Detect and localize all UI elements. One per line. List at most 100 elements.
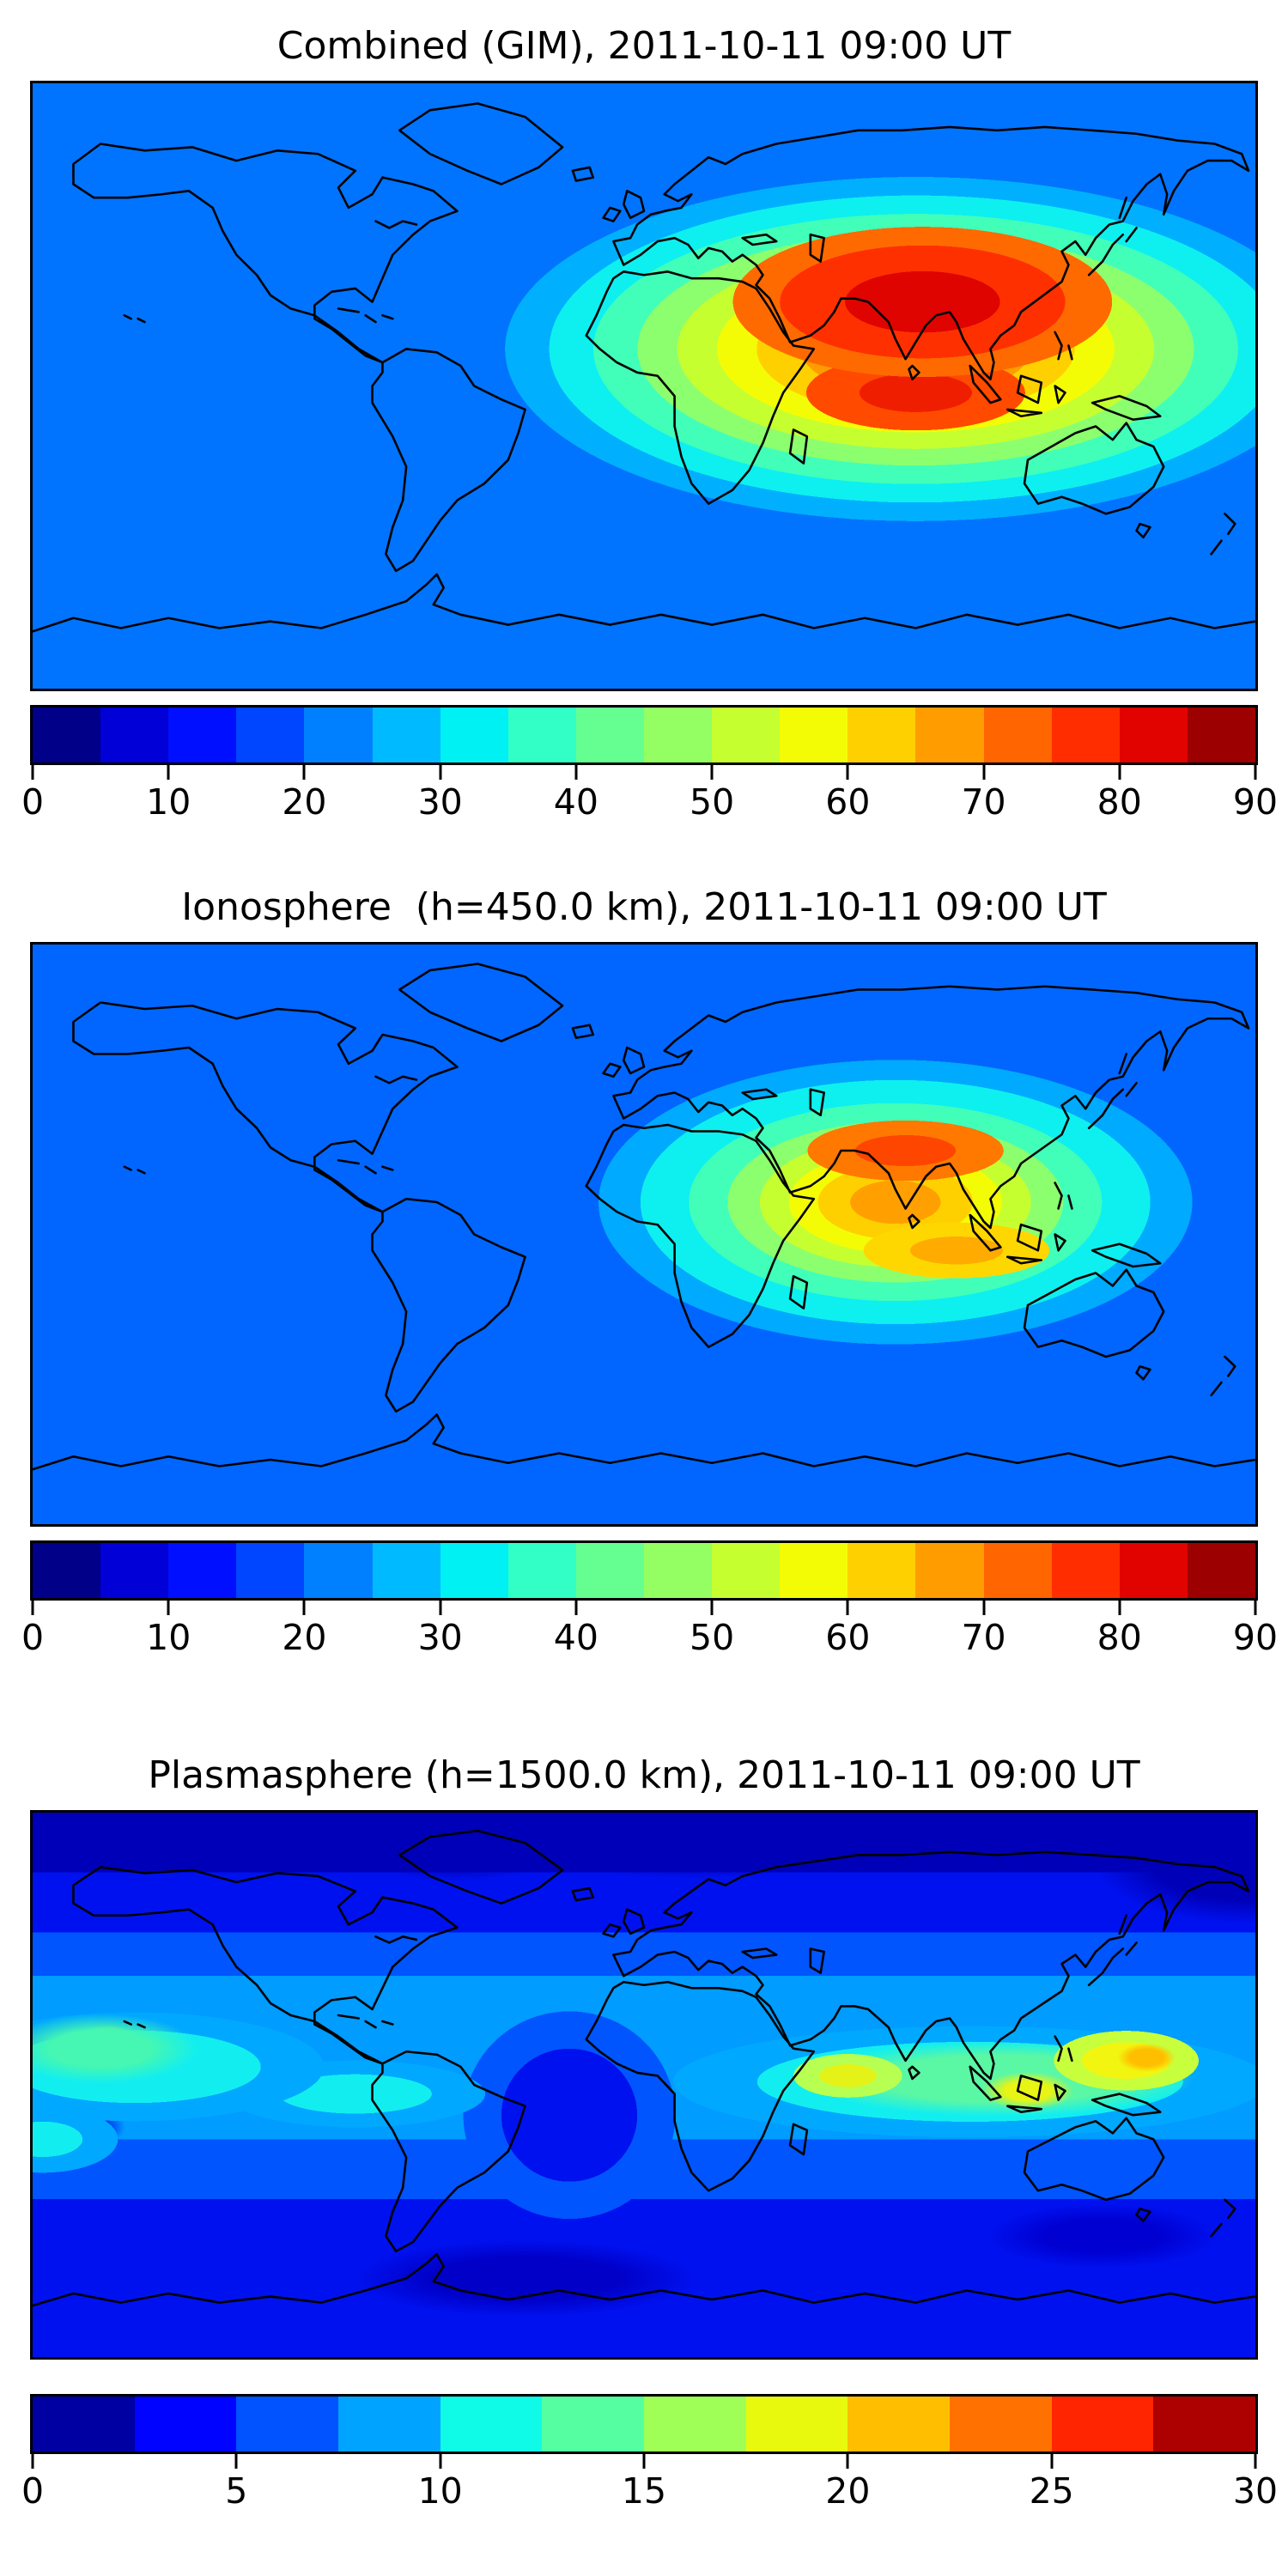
colorbar-segment: [507, 1543, 576, 1598]
colorbar-segment: [780, 1543, 848, 1598]
colorbar-ticks: [31, 2454, 1257, 2470]
colorbar-tick-labels: 0 10 20 30 40 50 60 70 80 90: [21, 1617, 1278, 1659]
colorbar-tick-label: 30: [417, 781, 463, 823]
colorbar-segment: [33, 708, 101, 762]
colorbar-segment: [507, 708, 576, 762]
colorbar-tick: [31, 765, 34, 780]
colorbar-tick: [1254, 1601, 1257, 1615]
map-ionosphere: [30, 942, 1258, 1527]
colorbar-tick: [982, 765, 986, 780]
colorbar-segment: [1153, 2397, 1256, 2451]
colorbar-tick-label: 80: [1097, 781, 1142, 823]
colorbar-tick-label: 50: [690, 781, 735, 823]
panel-combined-gim: Combined (GIM), 2011-10-11 09:00 UT 0 10 2…: [21, 5, 1278, 823]
colorbar-segment: [983, 708, 1052, 762]
colorbar-segment: [1187, 1543, 1255, 1598]
colorbar-segment: [915, 1543, 984, 1598]
colorbar-tick-label: 60: [825, 1617, 871, 1658]
colorbar-tick-label: 80: [1097, 1617, 1142, 1658]
colorbar-gradient: [30, 2394, 1258, 2454]
colorbar-segment: [33, 1543, 101, 1598]
colorbar-tick: [167, 1601, 170, 1615]
colorbar-segment: [236, 1543, 305, 1598]
colorbar-segment: [1051, 2397, 1154, 2451]
colorbar-tick: [1050, 2454, 1054, 2469]
colorbar-segment: [1119, 708, 1188, 762]
colorbar-tick-labels: 0 10 20 30 40 50 60 70 80 90: [21, 781, 1278, 823]
colorbar-tick: [439, 2454, 442, 2469]
colorbar-segment: [1051, 1543, 1120, 1598]
colorbar-tick: [1254, 765, 1257, 780]
colorbar-tick-label: 30: [1232, 2470, 1279, 2512]
colorbar-tick-label: 0: [21, 781, 45, 823]
colorbar-tick-label: 20: [282, 1617, 327, 1658]
colorbar-segment: [100, 708, 169, 762]
colorbar-tick: [31, 1601, 34, 1615]
colorbar-segment: [338, 2397, 440, 2451]
colorbar-segment: [848, 1543, 916, 1598]
colorbar-segment: [440, 1543, 508, 1598]
colorbar-tick: [846, 1601, 849, 1615]
colorbar-tick-label: 5: [225, 2470, 248, 2512]
colorbar-segment: [134, 2397, 237, 2451]
colorbar-segment: [440, 2397, 543, 2451]
colorbar-tick-label: 90: [1232, 781, 1279, 823]
colorbar-segment: [712, 1543, 781, 1598]
colorbar-tick: [1254, 2454, 1257, 2469]
colorbar-segment: [983, 1543, 1052, 1598]
colorbar-segment: [1051, 708, 1120, 762]
colorbar-tick: [167, 765, 170, 780]
colorbar-tick-label: 10: [146, 781, 191, 823]
colorbar-segment: [33, 2397, 135, 2451]
colorbar-segment: [372, 1543, 440, 1598]
colorbar-tick-label: 70: [961, 1617, 1006, 1658]
colorbar-segment: [168, 1543, 237, 1598]
colorbar-tick-label: 60: [825, 781, 871, 823]
colorbar-tick-label: 10: [417, 2470, 463, 2512]
colorbar-tick: [710, 765, 714, 780]
colorbar-tick: [846, 765, 849, 780]
colorbar-ticks: [31, 1601, 1257, 1616]
colorbar-tick-label: 20: [282, 781, 327, 823]
colorbar-segment: [950, 2397, 1052, 2451]
panel-ionosphere: Ionosphere (h=450.0 km), 2011-10-11 09:0…: [21, 823, 1278, 1659]
colorbar-segment: [848, 708, 916, 762]
colorbar-tick-label: 40: [553, 781, 598, 823]
colorbar-tick: [574, 765, 578, 780]
colorbar-tick: [982, 1601, 986, 1615]
colorbar-tick: [439, 765, 442, 780]
colorbar-tick-label: 30: [417, 1617, 463, 1658]
panel-title-plasmasphere: Plasmasphere (h=1500.0 km), 2011-10-11 0…: [148, 1753, 1140, 1797]
colorbar-tick-label: 0: [21, 2470, 45, 2512]
colorbar-tick-label: 25: [1029, 2470, 1074, 2512]
colorbar-segment: [100, 1543, 169, 1598]
colorbar-tick: [31, 2454, 34, 2469]
colorbar-gradient: [30, 705, 1258, 765]
tec-field-plasmasphere: [33, 1813, 1255, 2357]
colorbar-segment: [643, 708, 713, 762]
colorbar-tick-label: 10: [146, 1617, 191, 1658]
tec-field-ionosphere: [33, 945, 1255, 1524]
tec-field-combined: [33, 83, 1255, 689]
colorbar-tick-label: 50: [690, 1617, 735, 1658]
colorbar-tick-labels: 0 5 10 15 20 25 30: [21, 2470, 1278, 2512]
colorbar-segment: [643, 1543, 713, 1598]
colorbar-ionosphere: 0 10 20 30 40 50 60 70 80 90: [21, 1540, 1278, 1659]
colorbar-segment: [304, 708, 373, 762]
colorbar-tick-label: 20: [825, 2470, 871, 2512]
colorbar-segment: [644, 2397, 746, 2451]
colorbar-tick: [846, 2454, 849, 2469]
colorbar-tick-label: 0: [21, 1617, 45, 1658]
world-coastlines: [33, 1813, 1255, 2357]
colorbar-tick: [234, 2454, 238, 2469]
colorbar-tick: [302, 1601, 306, 1615]
colorbar-segment: [236, 708, 305, 762]
colorbar-segment: [542, 2397, 645, 2451]
colorbar-segment: [915, 708, 984, 762]
map-plasmasphere: [30, 1810, 1258, 2360]
colorbar-tick: [710, 1601, 714, 1615]
colorbar-segment: [745, 2397, 848, 2451]
colorbar-tick: [439, 1601, 442, 1615]
colorbar-tick: [302, 765, 306, 780]
colorbar-plasmasphere: 0 5 10 15 20 25 30: [21, 2394, 1278, 2512]
